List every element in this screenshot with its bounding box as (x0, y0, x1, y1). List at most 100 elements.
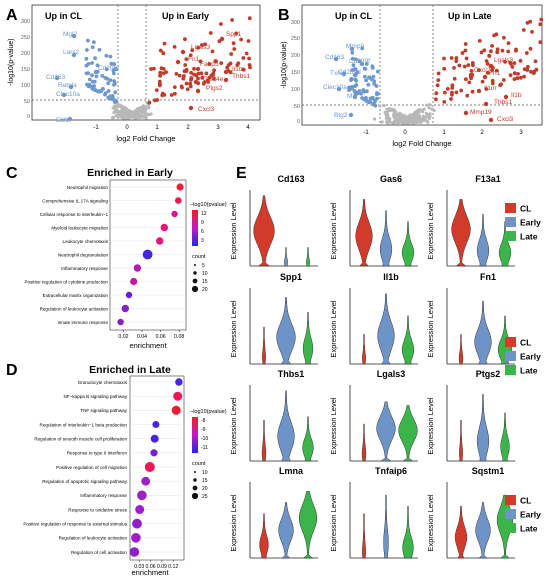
ns-point (385, 107, 389, 111)
labeled-down-point (348, 112, 354, 118)
size-legend-dot (193, 478, 197, 482)
labeled-up-point (469, 72, 475, 78)
enrichment-dot (175, 197, 182, 204)
y-axis-label: Expression Level (229, 494, 238, 551)
up-point (449, 97, 453, 101)
x-tick-labels: -1 0 1 2 3 4 (93, 125, 250, 131)
x-tick-label: 2 (480, 130, 484, 136)
down-point (85, 48, 89, 52)
up-point (533, 59, 538, 64)
violin-cl (361, 423, 367, 462)
up-point (469, 69, 474, 73)
labeled-up-point (223, 77, 229, 83)
violin-late (402, 505, 414, 559)
up-point (445, 87, 450, 91)
ns-point (121, 105, 125, 109)
x-axis-label: enrichment (131, 568, 169, 577)
up-point (528, 46, 533, 51)
enrichment-dot (171, 405, 181, 415)
up-point (158, 70, 163, 75)
violin-legends: CL Early Late CL Early Late CL Early Late (505, 203, 541, 534)
colorbar-tick-label: -11 (201, 445, 208, 451)
labeled-up-point (503, 94, 509, 100)
gene-label: Txnip (330, 70, 346, 77)
ns-point (136, 115, 140, 119)
up-point (161, 51, 166, 56)
y-tick-label: 200 (291, 53, 300, 59)
up-point (463, 42, 468, 46)
up-point (174, 72, 179, 76)
down-point (92, 79, 97, 84)
up-point (518, 75, 523, 80)
labeled-down-point (71, 33, 77, 39)
up-point (470, 89, 475, 94)
up-point (184, 57, 189, 61)
gene-label: Spp1 (226, 31, 242, 38)
violin-early (474, 300, 492, 365)
up-point (452, 76, 457, 81)
up-point (160, 91, 165, 96)
labeled-down-point (341, 71, 347, 77)
up-point (241, 67, 246, 72)
term-label: Regulation of apoptotic signaling pathwa… (42, 479, 127, 484)
colorbar-tick-label: -9 (201, 427, 206, 433)
y-axis-label: Expression Level (329, 202, 338, 259)
term-label: Comprehensive IL 17A signaling (42, 198, 108, 203)
labeled-up-point (195, 66, 201, 72)
panel-letter-c: C (6, 165, 18, 182)
x-tick-label: 1 (442, 130, 446, 136)
down-point (370, 66, 375, 70)
ns-point (143, 111, 147, 115)
y-axis-label: Expression Level (426, 202, 435, 259)
size-legend-label: 15 (202, 279, 208, 285)
legend-swatch-cl (505, 203, 516, 213)
ns-point (114, 108, 118, 112)
ns-point (378, 104, 382, 108)
up-point (490, 44, 494, 48)
enrichment-dot (125, 291, 133, 299)
x-tick-label: 0.06 (156, 334, 166, 340)
ns-point (428, 114, 432, 118)
down-point (86, 84, 91, 89)
up-point (162, 41, 167, 46)
up-point (152, 66, 156, 71)
up-point (158, 73, 163, 78)
ns-point (418, 120, 422, 124)
labeled-down-point (333, 56, 339, 62)
enrichment-dot (144, 462, 155, 472)
violin-cl (451, 199, 471, 267)
up-point (477, 39, 482, 43)
y-tick-labels: 0 50 100 150 200 250 300 (291, 20, 300, 125)
up-point (183, 63, 188, 67)
enrichment-dot (175, 378, 183, 386)
up-point (454, 59, 459, 63)
violin-late (302, 416, 314, 462)
ns-point (382, 104, 386, 108)
x-tick-label: 0.08 (174, 334, 184, 340)
term-label: Regulation of interleukin−1 beta product… (40, 422, 128, 427)
volcano-plot-b: Up in CL Up in Late log2 Fold Change -lo… (281, 4, 544, 148)
ns-point (416, 114, 420, 118)
up-point (190, 48, 195, 53)
down-point (87, 77, 92, 82)
y-tick-label: 250 (21, 35, 30, 41)
down-point (108, 78, 113, 82)
x-tick-label: 0.06 (146, 564, 156, 570)
labeled-down-point (71, 52, 77, 58)
up-point (508, 61, 513, 66)
x-axis-label: log2 Fold Change (392, 139, 451, 148)
gene-title: Fn1 (480, 272, 496, 282)
up-point (196, 45, 201, 50)
x-tick-label: 2 (186, 125, 190, 131)
ns-point (427, 117, 431, 121)
labeled-up-point (483, 101, 489, 107)
labeled-down-point (359, 61, 365, 67)
ns-point (426, 120, 430, 124)
up-point (522, 67, 527, 71)
up-point (234, 31, 239, 36)
ns-point (428, 103, 432, 107)
labeled-up-point (175, 59, 181, 65)
up-point (147, 100, 152, 105)
gene-labels-left: Mgl2 Lars2 Cd163 Cd209f Retnla Clec10a Ebf1 (46, 31, 119, 124)
